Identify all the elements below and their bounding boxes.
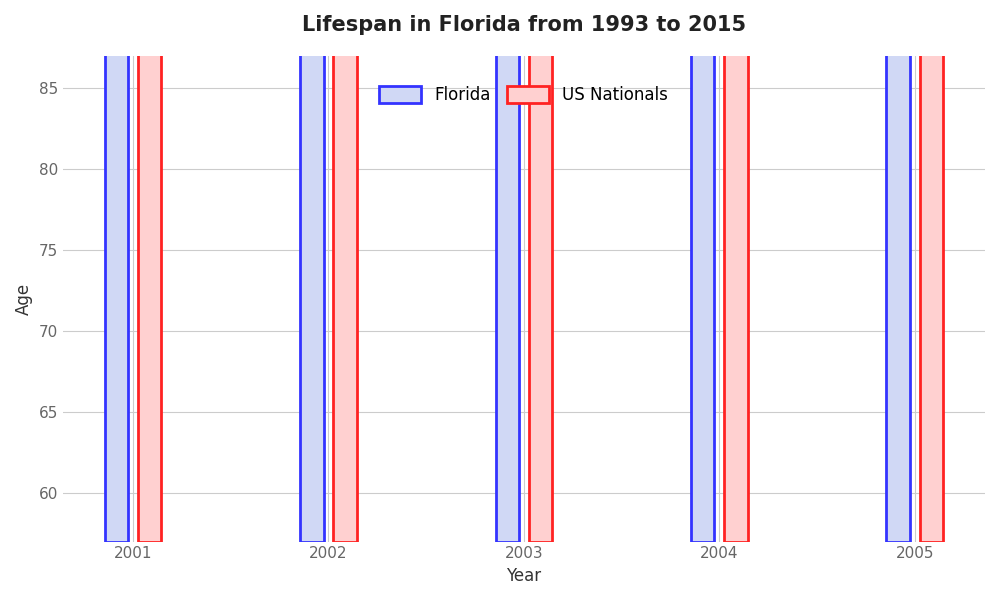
Bar bbox=[105, 0, 128, 542]
Y-axis label: Age: Age bbox=[15, 283, 33, 315]
Legend: Florida, US Nationals: Florida, US Nationals bbox=[373, 79, 675, 110]
Bar bbox=[529, 0, 552, 542]
Bar bbox=[724, 0, 748, 542]
Bar bbox=[496, 0, 519, 542]
Bar bbox=[886, 0, 910, 542]
X-axis label: Year: Year bbox=[506, 567, 541, 585]
Bar bbox=[333, 0, 357, 542]
Bar bbox=[138, 0, 161, 542]
Bar bbox=[691, 0, 714, 542]
Bar bbox=[300, 0, 324, 542]
Title: Lifespan in Florida from 1993 to 2015: Lifespan in Florida from 1993 to 2015 bbox=[302, 15, 746, 35]
Bar bbox=[920, 0, 943, 542]
